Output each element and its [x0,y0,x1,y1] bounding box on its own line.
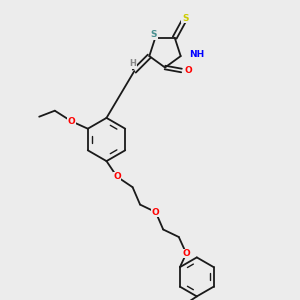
Text: O: O [68,117,75,126]
Text: S: S [182,14,188,23]
Text: O: O [184,66,192,75]
Text: H: H [129,59,136,68]
Text: O: O [152,208,160,217]
Text: O: O [113,172,121,181]
Text: S: S [151,30,157,39]
Text: NH: NH [189,50,204,59]
Text: O: O [182,249,190,258]
